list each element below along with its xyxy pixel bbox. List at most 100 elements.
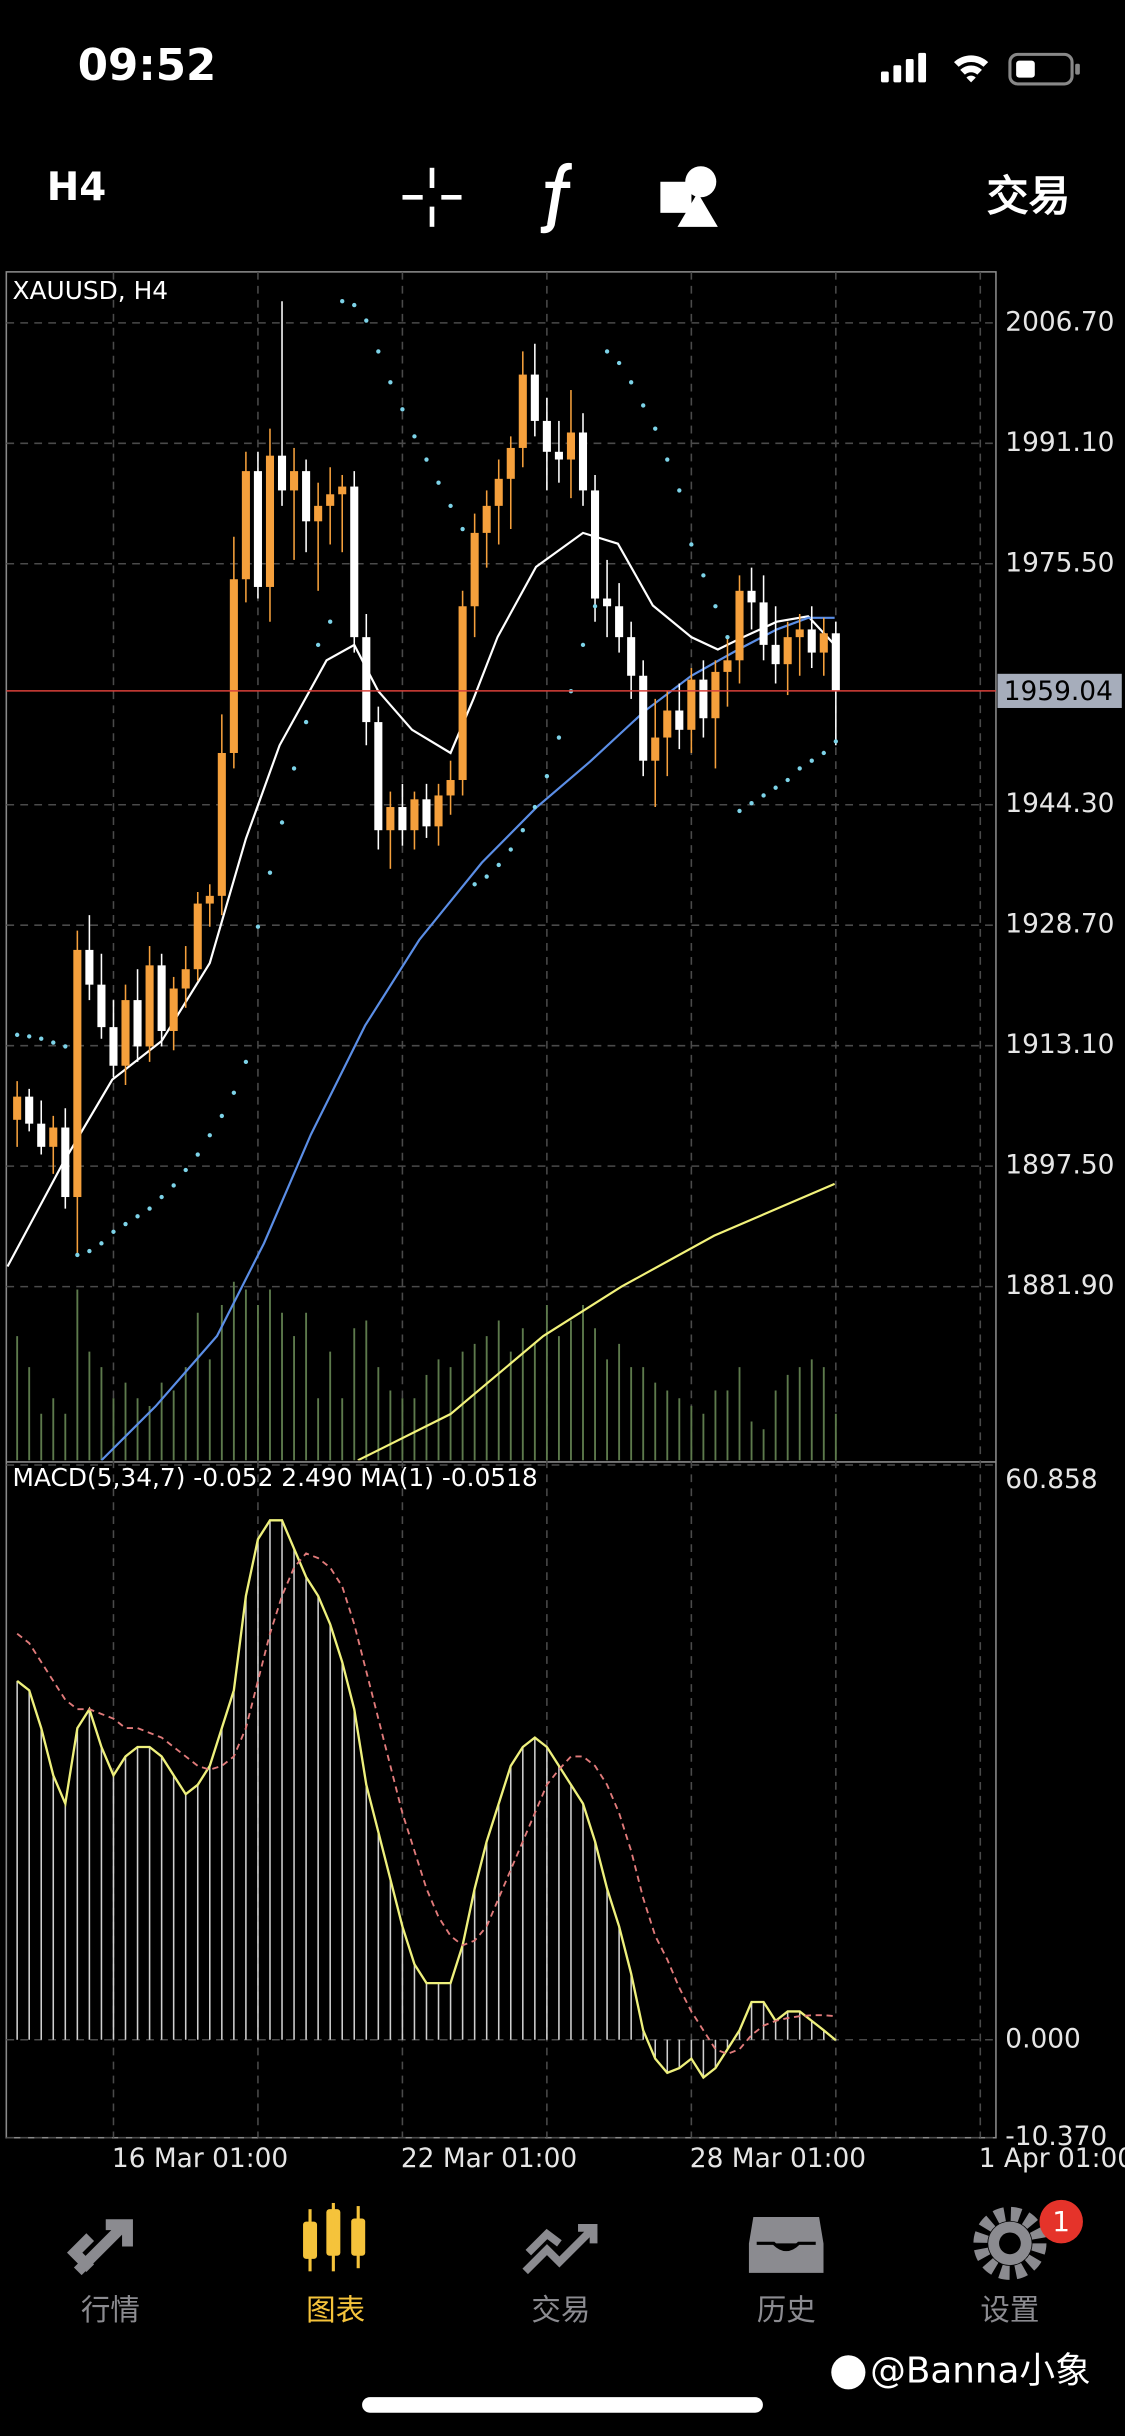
candle-body [374, 722, 383, 831]
sar-dot [279, 820, 285, 825]
candle-body [482, 505, 491, 533]
candle-body [229, 579, 238, 753]
candle-body [277, 455, 287, 491]
sar-dot [14, 1032, 20, 1038]
sar-dot [171, 1183, 176, 1188]
sar-dot [291, 766, 297, 771]
candle-body [458, 606, 467, 781]
sar-dot [39, 1036, 44, 1041]
sar-dot [833, 739, 838, 744]
sar-dot [352, 302, 357, 308]
candle-body [145, 965, 154, 1047]
sar-dot [147, 1206, 152, 1211]
candle-body [494, 478, 503, 506]
candle-body [290, 471, 299, 491]
sar-dot [424, 457, 429, 462]
y-tick-label: 1928.70 [1005, 909, 1114, 940]
sar-dot [267, 870, 273, 875]
sar-dot [195, 1152, 200, 1157]
sar-dot [27, 1034, 32, 1039]
y-tick-label: 1881.90 [1005, 1270, 1114, 1301]
sar-dot [364, 318, 369, 323]
candle-body [217, 752, 226, 896]
x-tick-label: 22 Mar 01:00 [401, 2143, 577, 2174]
sar-dot [376, 349, 381, 354]
tab-label: 设置 [980, 2293, 1039, 2327]
sar-dot [749, 801, 754, 806]
sar-dot [340, 299, 345, 304]
sar-dot [460, 526, 465, 532]
candle-body [73, 949, 82, 1198]
trade-button[interactable]: 交易 [987, 171, 1071, 220]
sar-dot [51, 1040, 56, 1045]
sar-dot [75, 1252, 80, 1258]
y-tick-label: 0.000 [1005, 2023, 1081, 2054]
y-tick-label: 2006.70 [1005, 306, 1114, 337]
candle-body [13, 1096, 22, 1120]
indicator-button[interactable] [540, 162, 572, 234]
candle-body [530, 374, 539, 421]
sar-dot [737, 808, 742, 814]
candle-body [241, 471, 250, 580]
crosshair-button[interactable] [402, 167, 462, 227]
watermark: @Banna小象 [870, 2350, 1091, 2391]
objects-button[interactable] [660, 166, 718, 227]
candle-body [109, 1027, 118, 1066]
moving-average [357, 1182, 836, 1461]
sar-dot [207, 1133, 212, 1138]
candle-body [783, 637, 792, 665]
timeframe-button[interactable]: H4 [47, 165, 107, 210]
sar-dot [87, 1248, 92, 1254]
candle-body [663, 710, 672, 738]
tab-chart[interactable]: 图表 [303, 2202, 366, 2327]
y-tick-label: 1991.10 [1005, 427, 1114, 458]
sar-dot [436, 480, 441, 485]
tab-label: 历史 [757, 2293, 816, 2327]
sar-dot [628, 380, 634, 385]
candle-body [386, 807, 395, 831]
watermark-icon [831, 2355, 866, 2390]
sar-dot [219, 1113, 224, 1119]
sar-dot [508, 847, 513, 852]
labels: 2006.70 1991.10 1975.50 1944.30 1928.70 1913.… [112, 306, 1125, 2174]
chart-title: XAUUSD, H4 [13, 276, 169, 305]
sar-dot [484, 874, 489, 879]
candle-body [49, 1127, 58, 1147]
sar-dot [472, 882, 477, 887]
sar-dot [665, 457, 670, 462]
candle-body [578, 432, 588, 491]
sar-dot [388, 380, 393, 385]
sar-dot [773, 785, 778, 790]
sar-dot [616, 360, 622, 366]
sar-dot [255, 924, 261, 929]
candle-body [169, 988, 178, 1031]
candle-body [723, 660, 732, 672]
tab-label: 图表 [306, 2293, 365, 2327]
sar-dot [544, 773, 550, 779]
sar-dot [99, 1241, 104, 1246]
last-price-label: 1959.04 [1004, 676, 1113, 707]
candle-body [253, 471, 262, 587]
candle-body [675, 710, 684, 730]
sar-dot [580, 642, 586, 648]
candle-body [831, 633, 840, 691]
macd-line [16, 1519, 837, 2080]
tab-settings[interactable]: 设置 [973, 2206, 1047, 2327]
y-tick-label: 1913.10 [1005, 1029, 1114, 1060]
tab-history[interactable]: 历史 [745, 2213, 827, 2327]
candle-body [350, 486, 359, 638]
tab-trade[interactable]: 交易 [522, 2223, 598, 2327]
status-time: 09:52 [78, 41, 216, 91]
sar-dot [701, 573, 706, 578]
tab-quotes[interactable]: 行情 [66, 2219, 140, 2327]
sar-dot [400, 407, 405, 412]
sar-dot [159, 1194, 164, 1200]
sar-dot [821, 750, 826, 756]
candle-body [819, 633, 828, 653]
candle-body [434, 795, 443, 827]
candle-body [518, 374, 527, 448]
sar-dot [303, 719, 309, 725]
